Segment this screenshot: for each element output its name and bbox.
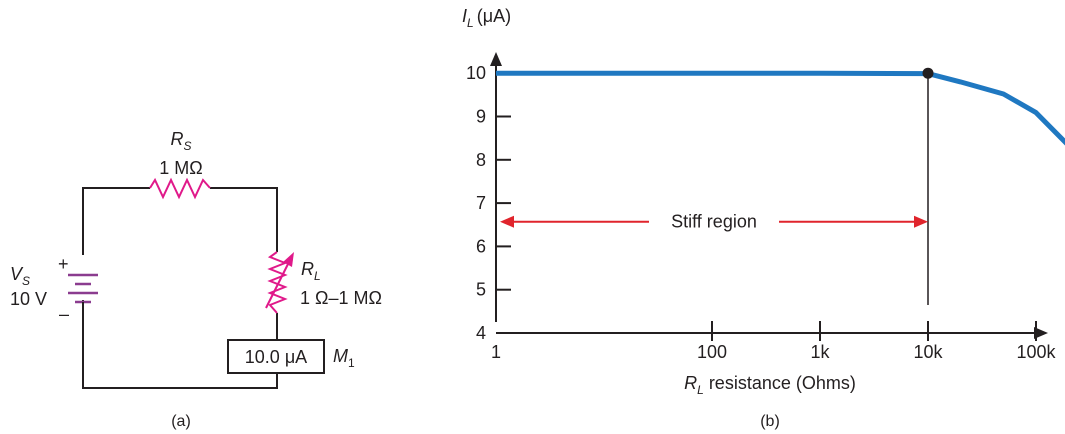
y-tick-label-5: 5 xyxy=(476,280,486,300)
load-current-curve xyxy=(496,70,1065,146)
knee-point-marker xyxy=(922,67,934,79)
rl-label: RL xyxy=(301,259,321,283)
x-axis-arrowhead xyxy=(1034,327,1048,339)
vs-value: 10 V xyxy=(10,289,47,309)
y-axis-arrowhead xyxy=(490,52,502,66)
circuit-diagram: 10.0 μA RS 1 MΩ VS 10 V + – RL 1 Ω–1 MΩ … xyxy=(10,129,382,430)
vs-label: VS xyxy=(10,264,30,288)
vs-minus-sign: – xyxy=(59,304,69,324)
rs-label: RS xyxy=(170,129,191,153)
ammeter-reading: 10.0 μA xyxy=(245,347,307,367)
rl-range: 1 Ω–1 MΩ xyxy=(300,288,382,308)
y-ticks: 4 5 6 7 8 9 10 xyxy=(466,63,511,343)
y-tick-label-9: 9 xyxy=(476,107,486,127)
source-resistor-rs xyxy=(149,177,211,200)
load-resistor-rl xyxy=(265,251,294,314)
stiff-region-label: Stiff region xyxy=(671,212,757,232)
y-tick-label-10: 10 xyxy=(466,63,486,83)
meter-label: M1 xyxy=(333,346,355,370)
x-tick-label-100: 100 xyxy=(697,342,727,362)
x-ticks: 11001k10k100k1M xyxy=(491,321,1057,362)
x-tick-label-100k: 100k xyxy=(1016,342,1056,362)
panel-b-caption: (b) xyxy=(760,413,780,430)
x-tick-label-1k: 1k xyxy=(810,342,830,362)
vs-plus-sign: + xyxy=(58,254,69,274)
panel-a-caption: (a) xyxy=(171,413,191,430)
wire-top-left xyxy=(82,187,150,297)
y-axis-title: IL (μA) xyxy=(462,6,511,30)
wire-bottom xyxy=(82,300,278,389)
wire-top-right xyxy=(210,187,278,252)
battery-vs xyxy=(68,255,98,304)
x-tick-label-1: 1 xyxy=(491,342,501,362)
ammeter-m1-box xyxy=(227,339,325,374)
x-axis-title: RL resistance (Ohms) xyxy=(684,373,856,397)
y-tick-label-6: 6 xyxy=(476,236,486,256)
x-tick-label-10k: 10k xyxy=(913,342,943,362)
y-tick-label-7: 7 xyxy=(476,193,486,213)
stiff-region-arrowhead-left xyxy=(500,215,514,228)
rs-value: 1 MΩ xyxy=(159,158,202,178)
y-tick-label-8: 8 xyxy=(476,150,486,170)
stiff-region-arrowhead-right xyxy=(914,215,928,228)
stiff-region-arrow xyxy=(500,215,928,228)
y-tick-label-4: 4 xyxy=(476,323,486,343)
